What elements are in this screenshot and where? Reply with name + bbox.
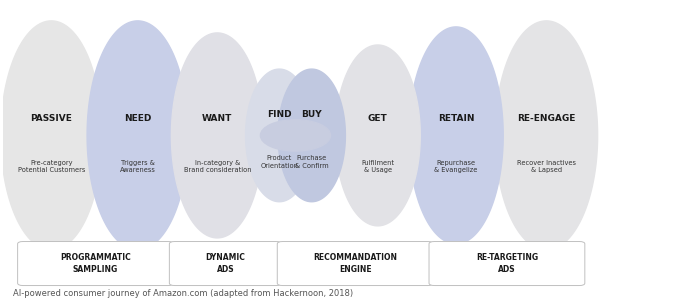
Text: Fulfilment
& Usage: Fulfilment & Usage xyxy=(361,160,394,173)
FancyBboxPatch shape xyxy=(277,242,433,286)
Text: WANT: WANT xyxy=(202,114,233,123)
Circle shape xyxy=(260,120,330,151)
Polygon shape xyxy=(409,27,503,244)
Text: RETAIN: RETAIN xyxy=(438,114,474,123)
Text: RE-TARGETING
ADS: RE-TARGETING ADS xyxy=(476,253,538,274)
FancyBboxPatch shape xyxy=(429,242,585,286)
Text: Recover Inactives
& Lapsed: Recover Inactives & Lapsed xyxy=(517,160,576,173)
Polygon shape xyxy=(1,21,102,250)
Text: RE-ENGAGE: RE-ENGAGE xyxy=(517,114,575,123)
Text: RECOMMANDATION
ENGINE: RECOMMANDATION ENGINE xyxy=(313,253,397,274)
Text: Pre-category
Potential Customers: Pre-category Potential Customers xyxy=(18,160,85,173)
FancyBboxPatch shape xyxy=(169,242,282,286)
Polygon shape xyxy=(495,21,598,250)
Text: Product
Orientation: Product Orientation xyxy=(260,155,299,169)
Text: PASSIVE: PASSIVE xyxy=(31,114,72,123)
Text: PROGRAMMATIC
SAMPLING: PROGRAMMATIC SAMPLING xyxy=(60,253,131,274)
Text: In-category &
Brand consideration: In-category & Brand consideration xyxy=(184,160,251,173)
Text: Triggers &
Awareness: Triggers & Awareness xyxy=(120,160,156,173)
Text: Purchase
& Confirm: Purchase & Confirm xyxy=(295,155,328,169)
Polygon shape xyxy=(87,21,188,250)
Polygon shape xyxy=(278,69,345,202)
Text: Repurchase
& Evangelize: Repurchase & Evangelize xyxy=(435,160,477,173)
Polygon shape xyxy=(171,33,263,238)
Text: FIND: FIND xyxy=(267,110,292,119)
Text: BUY: BUY xyxy=(301,110,322,119)
FancyBboxPatch shape xyxy=(18,242,173,286)
Text: DYNAMIC
ADS: DYNAMIC ADS xyxy=(205,253,245,274)
Text: GET: GET xyxy=(368,114,388,123)
Polygon shape xyxy=(245,69,313,202)
Polygon shape xyxy=(335,45,420,226)
Text: AI-powered consumer journey of Amazon.com (adapted from Hackernoon, 2018): AI-powered consumer journey of Amazon.co… xyxy=(13,289,353,298)
Text: NEED: NEED xyxy=(124,114,152,123)
